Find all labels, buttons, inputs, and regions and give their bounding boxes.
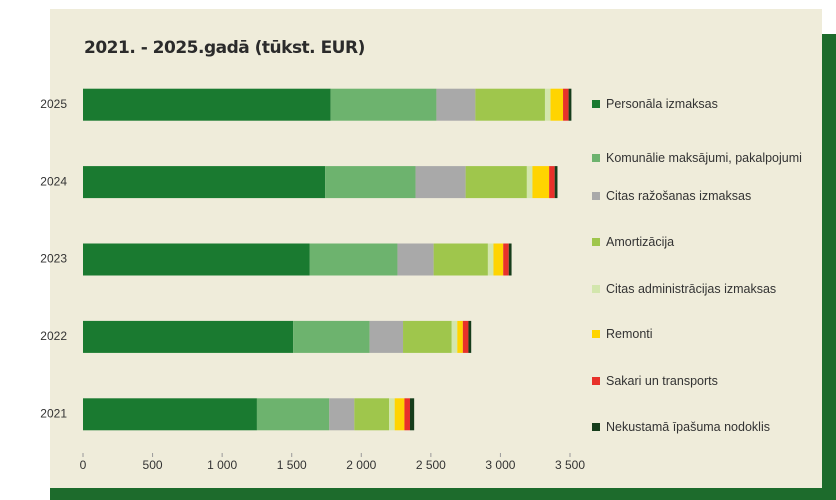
bar-segment [415,166,466,199]
legend-label: Amortizācija [606,235,675,249]
legend-swatch [592,238,600,246]
bar-segment [462,320,469,353]
bar-segment [83,243,310,276]
bar-segment [325,166,416,199]
accent-bottom [50,488,836,500]
legend-item: Citas ražošanas izmaksas [592,188,818,204]
bar-segment [457,320,463,353]
bar-segment [83,88,331,121]
y-tick-label: 2021 [40,406,67,420]
y-tick-label: 2025 [40,97,67,111]
bar-segment [83,166,326,199]
bar-segment [532,166,550,199]
x-tick-label: 3 500 [555,458,585,472]
bar-segment [508,243,512,276]
bar-segment [83,320,294,353]
bar-segment [397,243,434,276]
legend-label: Nekustamā īpašuma nodoklis [606,420,770,434]
y-tick-label: 2022 [40,329,67,343]
legend-swatch [592,377,600,385]
x-tick-label: 2 000 [346,458,376,472]
y-tick-label: 2024 [40,174,67,188]
bar-segment [354,398,390,431]
legend-swatch [592,192,600,200]
legend-label: Sakari un transports [606,374,718,388]
bar-segment [309,243,398,276]
bar-segment [475,88,545,121]
bar-segment [404,398,410,431]
bar-segment [493,243,504,276]
bar-segment [389,398,395,431]
legend-swatch [592,154,600,162]
legend-swatch [592,423,600,431]
bar-segment [409,398,415,431]
legend-item: Nekustamā īpašuma nodoklis [592,419,818,435]
bar-segment [293,320,370,353]
bar-segment [549,166,555,199]
x-tick-label: 2 500 [416,458,446,472]
bar-segment [487,243,494,276]
bar-segment [568,88,572,121]
bar-segment [468,320,472,353]
bar-segment [329,398,355,431]
bar-segment [503,243,509,276]
legend-item: Citas administrācijas izmaksas [592,281,818,297]
bar-segment [433,243,488,276]
legend-swatch [592,100,600,108]
bar-segment [369,320,404,353]
bar-segment [526,166,533,199]
bar-segment [330,88,437,121]
x-tick-label: 3 000 [485,458,515,472]
bar-segment [554,166,558,199]
legend-label: Remonti [606,327,653,341]
legend-item: Komunālie maksājumi, pakalpojumi [592,150,818,166]
bar-segment [451,320,458,353]
legend-item: Amortizācija [592,234,818,250]
legend-swatch [592,330,600,338]
legend-item: Sakari un transports [592,373,818,389]
chart-title: 2021. - 2025.gadā (tūkst. EUR) [84,38,365,58]
x-tick-label: 500 [143,458,163,472]
legend-label: Citas ražošanas izmaksas [606,189,752,203]
x-tick-label: 1 000 [207,458,237,472]
legend-label: Personāla izmaksas [606,97,718,111]
y-tick-label: 2023 [40,252,67,266]
legend-label: Komunālie maksājumi, pakalpojumi [606,151,802,165]
legend-swatch [592,285,600,293]
bar-segment [403,320,452,353]
bar-segment [550,88,564,121]
bar-segment [544,88,551,121]
x-tick-label: 1 500 [277,458,307,472]
bar-segment [436,88,476,121]
bar-segment [563,88,569,121]
bar-segment [83,398,257,431]
bar-segment [465,166,527,199]
bar-segment [394,398,405,431]
legend-label: Citas administrācijas izmaksas [606,282,777,296]
x-tick-label: 0 [80,458,87,472]
legend-item: Personāla izmaksas [592,96,818,112]
accent-right [822,34,836,500]
bar-segment [256,398,330,431]
legend-item: Remonti [592,326,818,342]
